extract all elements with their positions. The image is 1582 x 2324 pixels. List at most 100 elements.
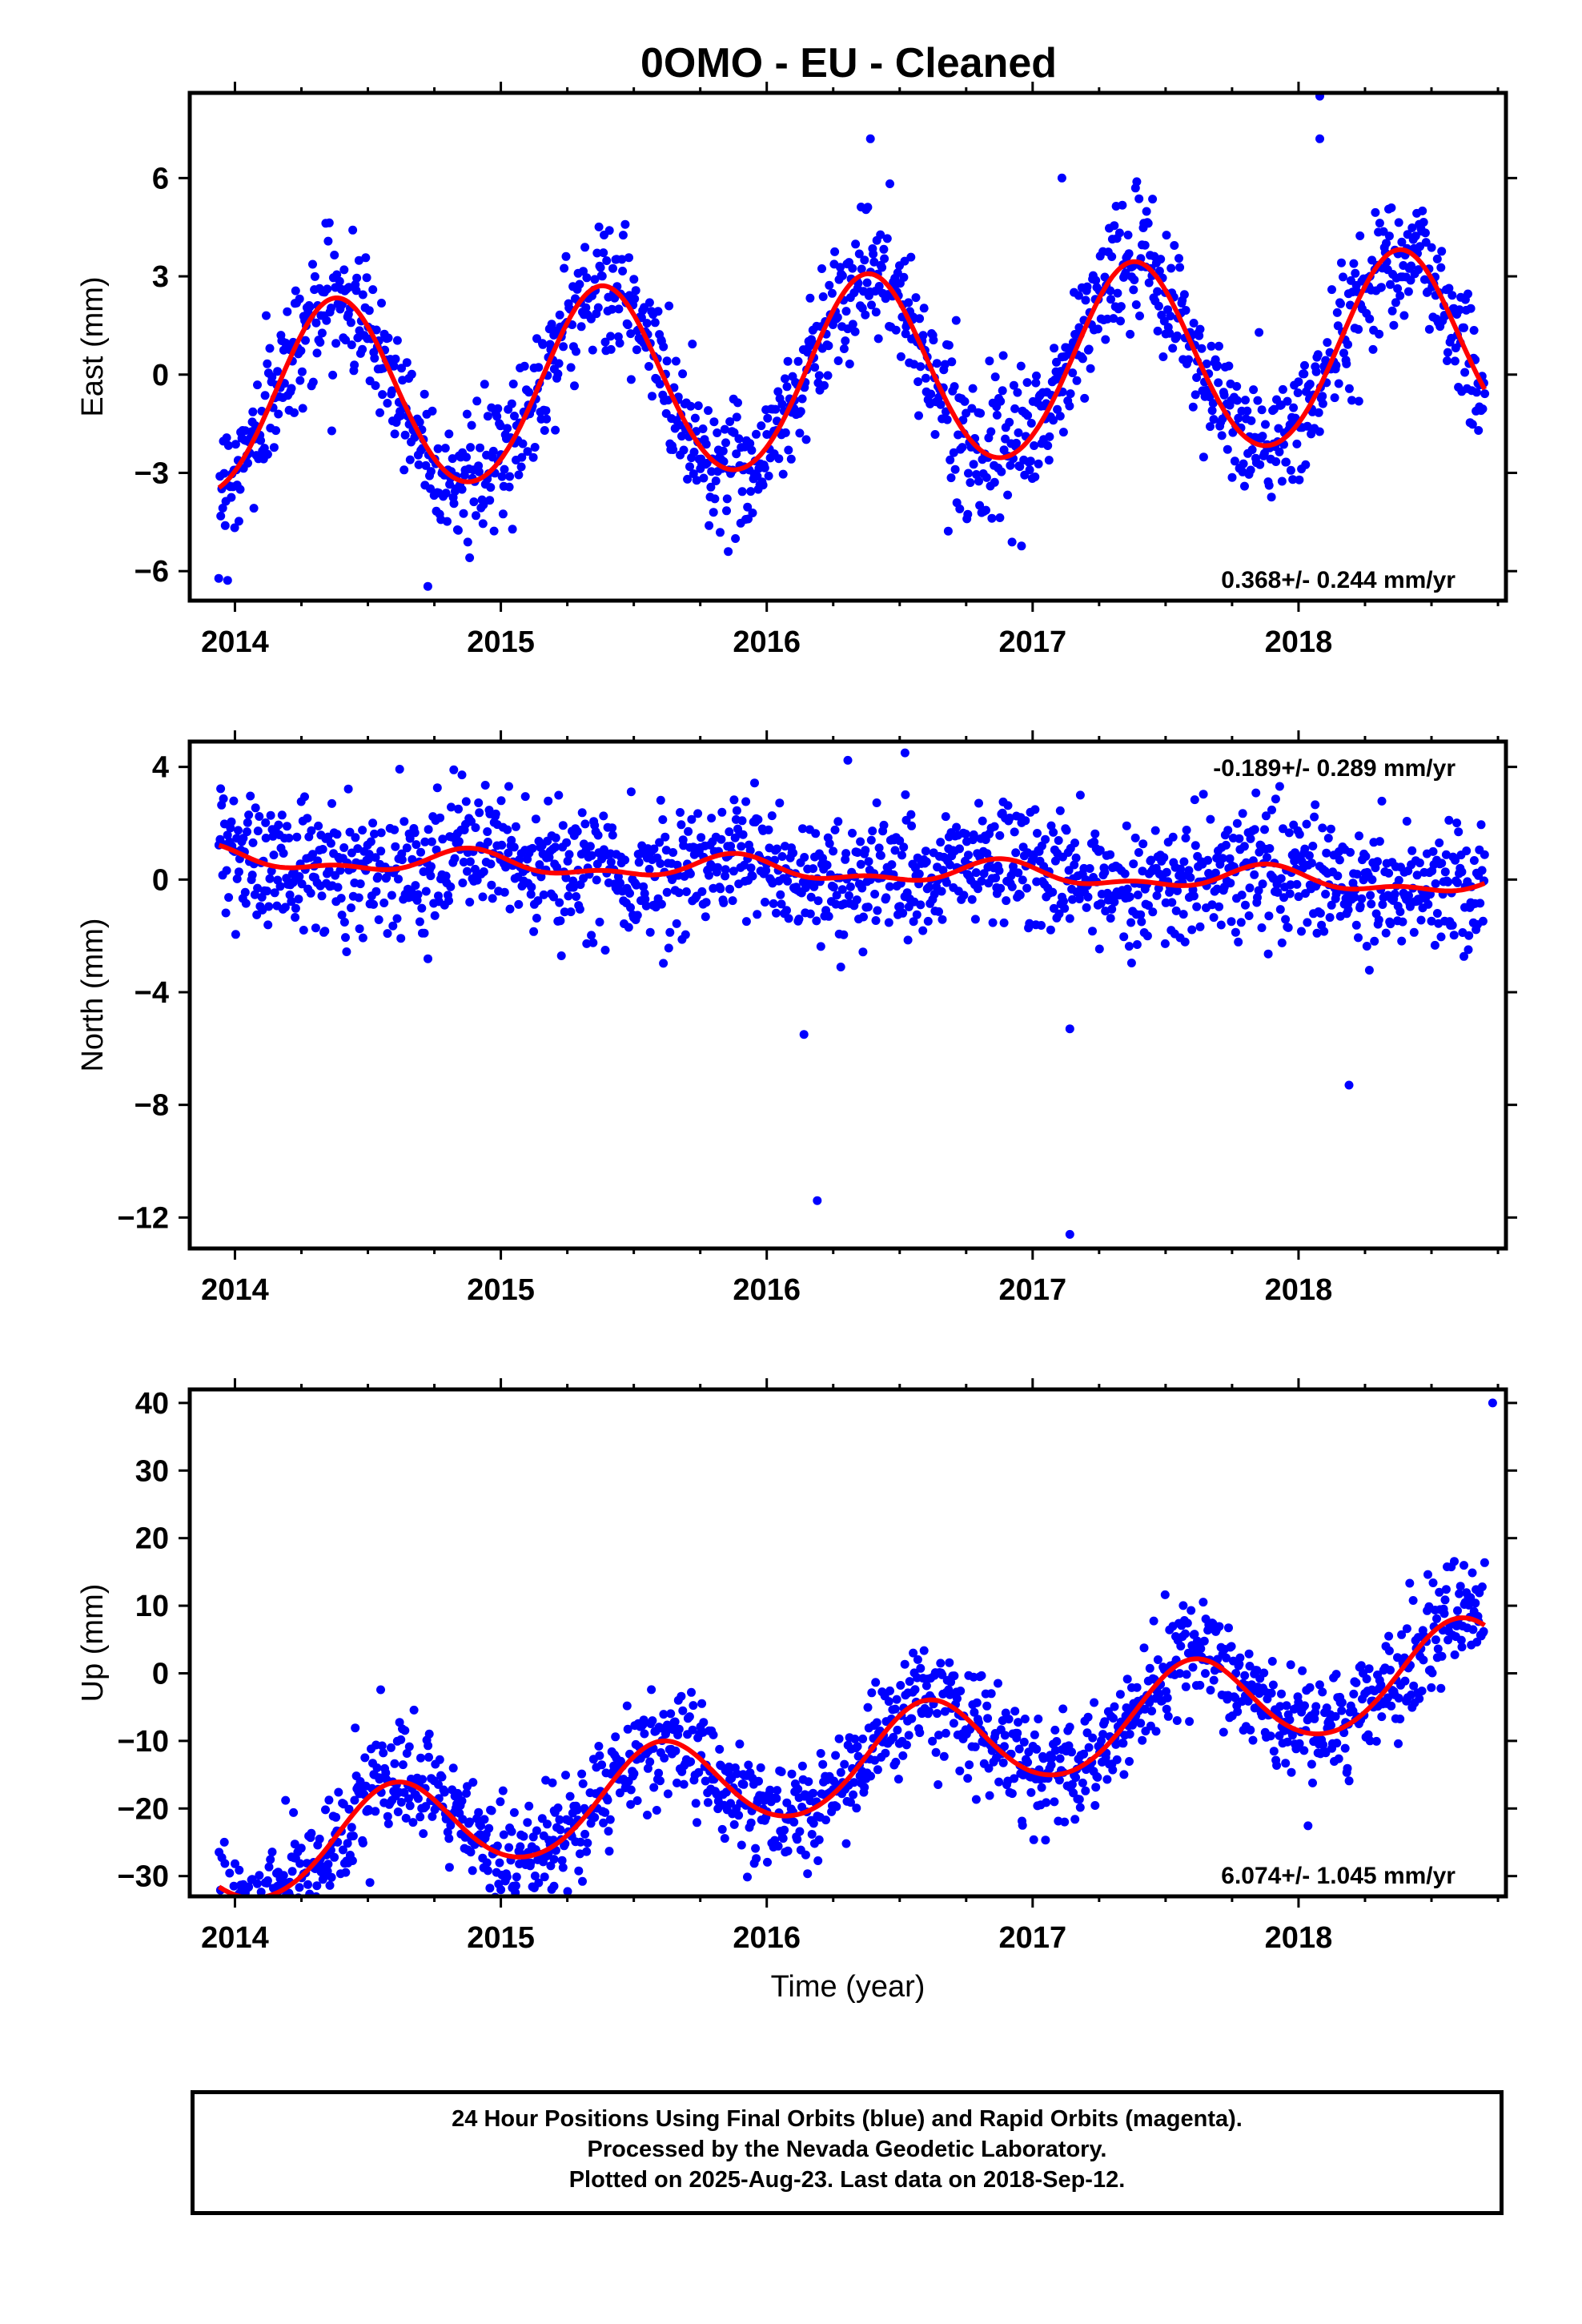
data-point	[1477, 866, 1487, 875]
data-point	[428, 406, 437, 416]
data-point	[626, 903, 635, 912]
data-point	[1014, 428, 1023, 437]
data-point	[945, 1658, 954, 1667]
data-point	[497, 840, 507, 850]
data-point	[903, 935, 913, 945]
data-point	[227, 817, 236, 826]
data-point	[892, 1695, 901, 1704]
data-point	[1337, 1706, 1347, 1715]
data-point	[1072, 376, 1082, 385]
data-point	[728, 896, 737, 906]
data-point	[463, 866, 472, 876]
data-point	[328, 370, 338, 380]
data-point	[1140, 240, 1150, 250]
data-point	[807, 1830, 817, 1839]
data-point	[1313, 350, 1323, 360]
data-point	[832, 1802, 841, 1811]
data-point	[1478, 404, 1488, 414]
data-point	[830, 247, 840, 256]
data-point	[921, 1681, 931, 1691]
data-point	[1047, 1753, 1057, 1763]
data-point	[647, 1685, 656, 1695]
data-point	[1398, 917, 1407, 927]
data-point	[776, 890, 785, 899]
data-point	[940, 1707, 950, 1716]
data-point	[713, 862, 722, 872]
data-point	[1112, 1755, 1122, 1764]
data-point	[232, 874, 242, 883]
data-point	[731, 534, 741, 543]
data-point	[369, 899, 378, 909]
data-point	[1129, 859, 1138, 869]
data-point	[1199, 1598, 1208, 1607]
data-point	[1065, 1229, 1074, 1239]
data-point	[836, 963, 845, 971]
data-point	[1243, 406, 1252, 416]
data-point	[1397, 237, 1407, 247]
data-point	[1294, 892, 1303, 902]
data-point	[440, 1787, 449, 1797]
data-point	[1339, 272, 1347, 282]
data-point	[446, 882, 456, 891]
data-point	[677, 820, 686, 830]
data-point	[626, 1799, 636, 1809]
data-point	[946, 860, 955, 870]
data-point	[640, 1729, 649, 1739]
data-point	[1022, 378, 1032, 388]
data-point	[1175, 263, 1185, 272]
data-point	[335, 866, 345, 875]
data-point	[1340, 1743, 1350, 1753]
data-point	[1431, 879, 1440, 888]
data-point	[243, 827, 251, 837]
data-point	[990, 372, 1000, 382]
data-point	[1199, 1636, 1209, 1646]
data-point	[263, 920, 273, 930]
data-point	[263, 1876, 272, 1885]
data-point	[720, 424, 729, 434]
data-point	[1093, 1772, 1102, 1782]
data-point	[737, 842, 746, 851]
data-point	[305, 302, 315, 312]
data-point	[1303, 918, 1312, 927]
data-point	[1050, 344, 1059, 353]
data-point	[1075, 790, 1085, 800]
data-point	[623, 1724, 632, 1734]
data-point	[825, 838, 834, 848]
data-point	[885, 882, 894, 891]
data-point	[274, 409, 283, 419]
data-point	[491, 809, 500, 818]
data-point	[1113, 288, 1122, 298]
data-point	[1407, 261, 1416, 271]
data-point	[426, 467, 436, 476]
data-point	[1336, 299, 1345, 308]
data-point	[523, 1818, 532, 1827]
data-point	[1375, 837, 1384, 846]
data-point	[982, 849, 992, 858]
data-point	[687, 1687, 696, 1697]
data-point	[1086, 364, 1095, 373]
data-point	[549, 1855, 559, 1864]
data-point	[248, 838, 258, 847]
data-point	[256, 1898, 265, 1907]
data-point	[1386, 919, 1395, 929]
data-point	[1407, 223, 1417, 232]
data-point	[923, 916, 933, 926]
data-point	[1107, 252, 1117, 261]
data-point	[985, 356, 994, 366]
data-point	[626, 329, 636, 339]
data-point	[626, 1785, 636, 1795]
data-point	[1318, 823, 1327, 833]
data-point	[1195, 1680, 1205, 1690]
data-point	[299, 1913, 307, 1922]
data-point	[854, 249, 864, 259]
footer-line-3: Plotted on 2025-Aug-23. Last data on 201…	[568, 2167, 1126, 2193]
data-point	[625, 889, 634, 898]
data-point	[1415, 858, 1424, 867]
data-point	[1286, 1660, 1295, 1670]
data-point	[1436, 263, 1446, 272]
data-point	[512, 1872, 521, 1882]
data-point	[707, 814, 717, 823]
data-point	[851, 239, 861, 249]
data-point	[312, 1881, 322, 1891]
data-point	[1007, 1789, 1017, 1799]
